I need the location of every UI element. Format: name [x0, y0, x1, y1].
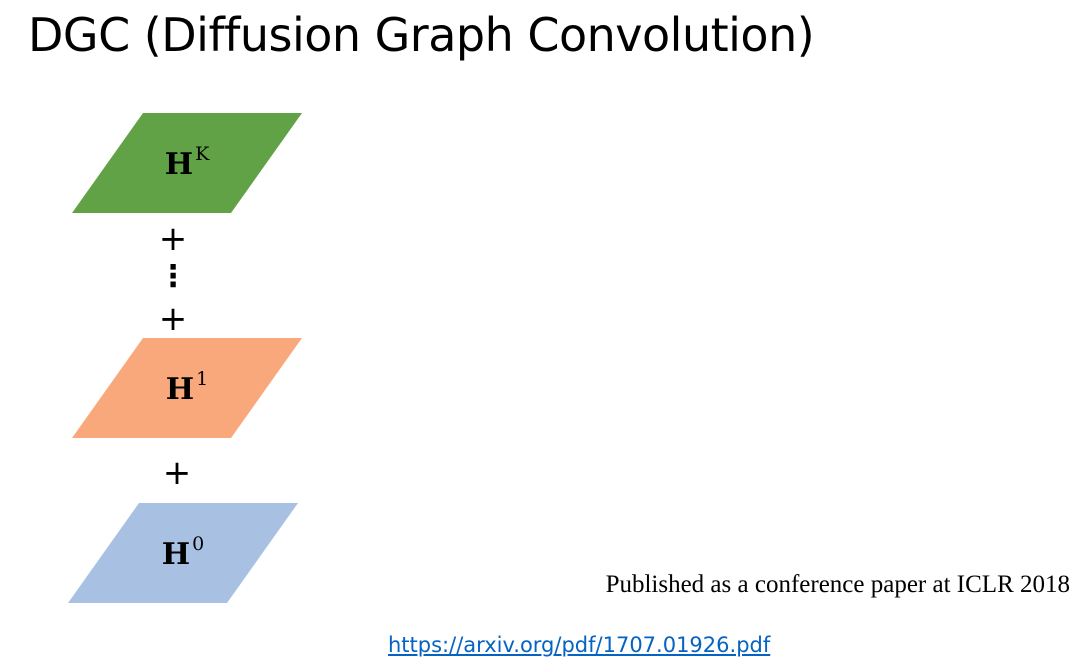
layer-h0-shape: [68, 503, 298, 603]
layer-h1-shape: [72, 338, 302, 438]
layer-hk-parallelogram: [72, 113, 302, 213]
layer-h1-parallelogram: [72, 338, 302, 438]
plus-operator-bottom: +: [162, 453, 192, 493]
slide-title: DGC (Diffusion Graph Convolution): [28, 8, 815, 62]
layer-hk-base: H: [164, 147, 194, 182]
arxiv-source-link[interactable]: https://arxiv.org/pdf/1707.01926.pdf: [388, 633, 771, 657]
layer-hk-shape: [72, 113, 302, 213]
publication-note: Published as a conference paper at ICLR …: [605, 571, 1070, 598]
layer-h0-superscript: 0: [192, 533, 205, 555]
layer-h1-base: H: [165, 372, 195, 407]
ellipsis-vertical: ⋮: [158, 259, 188, 294]
plus-operator-middle: +: [158, 299, 188, 339]
layer-h0-base: H: [161, 537, 191, 572]
layer-h0-parallelogram: [68, 503, 298, 603]
layer-h1-superscript: 1: [196, 368, 209, 390]
plus-operator-top: +: [158, 219, 188, 259]
layer-hk-superscript: K: [195, 143, 210, 165]
